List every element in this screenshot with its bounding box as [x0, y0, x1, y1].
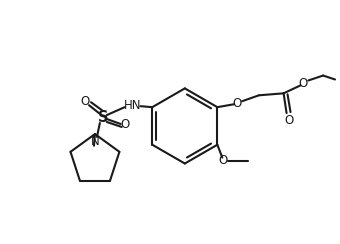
Text: O: O	[299, 77, 308, 90]
Text: HN: HN	[124, 99, 141, 112]
Text: S: S	[98, 110, 108, 124]
Text: O: O	[81, 95, 90, 108]
Text: O: O	[284, 113, 293, 127]
Text: N: N	[90, 135, 99, 148]
Text: O: O	[233, 97, 242, 110]
Text: O: O	[120, 119, 129, 132]
Text: O: O	[219, 154, 228, 167]
